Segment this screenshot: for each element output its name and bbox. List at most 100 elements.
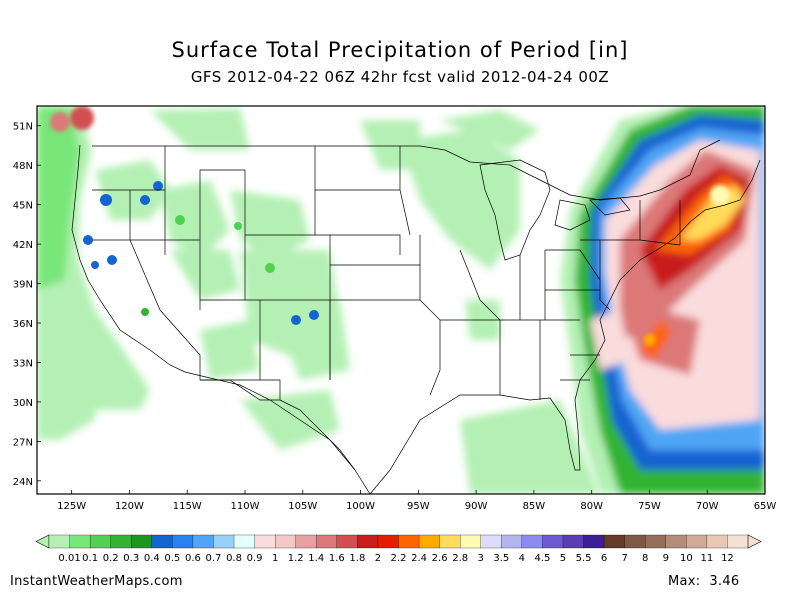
colorbar-swatch [501, 534, 523, 549]
lon-label: 115W [173, 501, 202, 512]
colorbar-swatch [521, 534, 543, 549]
colorbar-max-arrow [747, 534, 762, 549]
lon-label: 80W [580, 501, 603, 512]
colorbar-label: 2.6 [432, 553, 448, 564]
colorbar-label: 1.2 [288, 553, 304, 564]
colorbar-label: 3 [478, 553, 484, 564]
lon-label: 120W [115, 501, 144, 512]
state-lines-east [440, 200, 681, 400]
lon-label: 105W [288, 501, 317, 512]
great-lakes [479, 159, 631, 261]
lon-label: 85W [523, 501, 546, 512]
colorbar-label: 12 [721, 553, 734, 564]
max-value: 3.46 [709, 574, 740, 589]
colorbar-label: 9 [663, 553, 669, 564]
latitude-labels: 51N 48N 45N 42N 39N 36N 33N 30N 27N 24N [13, 122, 41, 488]
colorbar-swatch [727, 534, 749, 549]
colorbar-label: 0.7 [206, 553, 222, 564]
colorbar-swatch [89, 534, 112, 549]
colorbar-swatch [357, 534, 379, 549]
lon-label: 75W [638, 501, 661, 512]
lon-label: 110W [231, 501, 260, 512]
colorbar-label: 0.2 [103, 553, 119, 564]
colorbar-swatch [213, 534, 235, 549]
lat-label: 33N [13, 358, 33, 369]
west-precip-spots [50, 106, 319, 325]
colorbar-label: 2.4 [411, 553, 427, 564]
west-coast-precip-area [37, 106, 600, 494]
longitude-labels: 125W 120W 115W 110W 105W 100W 95W 90W 85W 80W 75W 7… [57, 490, 776, 512]
gulf-coastline [369, 159, 761, 494]
max-label: Max: [668, 574, 701, 589]
colorbar-label: 4 [519, 553, 525, 564]
colorbar-label: 2 [375, 553, 381, 564]
colorbar-swatch [336, 534, 358, 549]
colorbar-swatch [69, 534, 91, 549]
canada-border [92, 139, 721, 201]
colorbar-swatch [603, 534, 626, 549]
us-coastline [71, 144, 371, 494]
colorbar-label: 4.5 [534, 553, 550, 564]
colorbar-swatch [665, 534, 687, 549]
lat-label: 24N [13, 477, 33, 488]
colorbar-swatch [686, 534, 708, 549]
colorbar-swatch [192, 534, 215, 549]
mexico-border [200, 379, 356, 471]
colorbar-label: 5 [560, 553, 566, 564]
colorbar-label: 5.5 [576, 553, 592, 564]
colorbar-swatch [398, 534, 420, 549]
colorbar-swatch [172, 534, 194, 549]
colorbar-label: 7 [621, 553, 627, 564]
colorbar-swatch [562, 534, 585, 549]
colorbar-swatch [460, 534, 482, 549]
colorbar-label: 1.6 [329, 553, 345, 564]
colorbar-label: 2.2 [391, 553, 407, 564]
colorbar-label: 0.3 [123, 553, 139, 564]
lat-label: 45N [13, 201, 33, 212]
colorbar-swatch [418, 534, 441, 549]
colorbar-label: 2.8 [452, 553, 468, 564]
lat-label: 48N [13, 161, 33, 172]
colorbar-swatch [151, 534, 173, 549]
colorbar-label: 1.8 [349, 553, 365, 564]
colorbar: 0.01 0.1 0.2 0.3 0.4 0.5 0.6 0.7 0.8 0.9 1 1.2 1.4 1.… [35, 534, 762, 564]
colorbar-swatch [583, 534, 605, 549]
map-frame [36, 105, 766, 495]
colorbar-swatch [542, 534, 564, 549]
source-credit: InstantWeatherMaps.com [10, 574, 183, 589]
colorbar-label: 0.5 [164, 553, 180, 564]
lat-label: 30N [13, 398, 33, 409]
colorbar-swatch [645, 534, 667, 549]
lon-label: 95W [407, 501, 430, 512]
lon-label: 65W [754, 501, 777, 512]
colorbar-swatch [624, 534, 646, 549]
lon-label: 125W [57, 501, 86, 512]
colorbar-label: 0.9 [247, 553, 263, 564]
precipitation-field [37, 106, 765, 494]
colorbar-label: 6 [601, 553, 607, 564]
colorbar-swatch [254, 534, 276, 549]
colorbar-swatch [274, 534, 297, 549]
lon-label: 90W [465, 501, 488, 512]
colorbar-swatch [706, 534, 728, 549]
lon-label: 70W [696, 501, 719, 512]
colorbar-label: 8 [642, 553, 648, 564]
lat-label: 36N [13, 319, 33, 330]
colorbar-label: 0.1 [82, 553, 98, 564]
colorbar-swatch [233, 534, 256, 549]
map-title: Surface Total Precipitation of Period [i… [171, 38, 629, 62]
colorbar-label: 3.5 [493, 553, 509, 564]
storm-max-core [710, 185, 730, 205]
colorbar-swatch [48, 534, 71, 549]
colorbar-swatch [131, 534, 153, 549]
lat-label: 27N [13, 437, 33, 448]
colorbar-label: 10 [680, 553, 693, 564]
colorbar-swatch [316, 534, 338, 549]
colorbar-swatch [377, 534, 400, 549]
colorbar-swatch [439, 534, 461, 549]
colorbar-label: 0.4 [144, 553, 160, 564]
colorbar-label: 0.6 [185, 553, 201, 564]
max-value-readout: Max: 3.46 [668, 574, 740, 589]
state-lines-central [314, 146, 441, 396]
lat-label: 51N [13, 122, 33, 133]
